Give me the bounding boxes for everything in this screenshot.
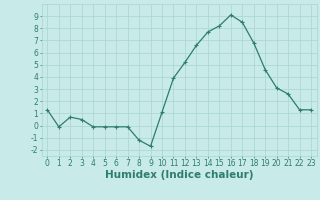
X-axis label: Humidex (Indice chaleur): Humidex (Indice chaleur) bbox=[105, 170, 253, 180]
